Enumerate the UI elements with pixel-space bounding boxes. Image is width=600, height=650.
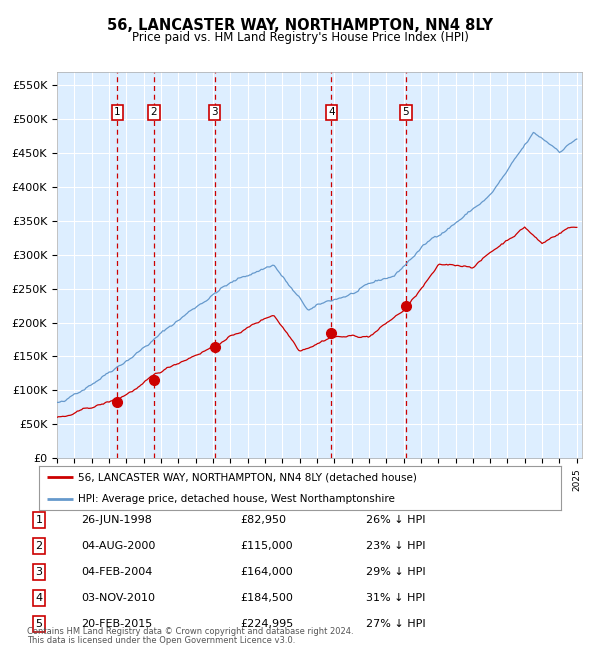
Text: 3: 3: [211, 107, 218, 117]
Text: 4: 4: [328, 107, 335, 117]
Text: £184,500: £184,500: [240, 593, 293, 603]
Text: 3: 3: [35, 567, 43, 577]
Text: 1: 1: [114, 107, 121, 117]
Text: 4: 4: [35, 593, 43, 603]
Text: 5: 5: [403, 107, 409, 117]
Text: £82,950: £82,950: [240, 515, 286, 525]
Text: 04-FEB-2004: 04-FEB-2004: [81, 567, 152, 577]
Text: Price paid vs. HM Land Registry's House Price Index (HPI): Price paid vs. HM Land Registry's House …: [131, 31, 469, 44]
Text: Contains HM Land Registry data © Crown copyright and database right 2024.: Contains HM Land Registry data © Crown c…: [27, 627, 353, 636]
Text: 20-FEB-2015: 20-FEB-2015: [81, 619, 152, 629]
Text: £224,995: £224,995: [240, 619, 293, 629]
Text: 56, LANCASTER WAY, NORTHAMPTON, NN4 8LY: 56, LANCASTER WAY, NORTHAMPTON, NN4 8LY: [107, 18, 493, 33]
Text: 23% ↓ HPI: 23% ↓ HPI: [366, 541, 425, 551]
Text: 2: 2: [151, 107, 157, 117]
Text: This data is licensed under the Open Government Licence v3.0.: This data is licensed under the Open Gov…: [27, 636, 295, 645]
Text: 26-JUN-1998: 26-JUN-1998: [81, 515, 152, 525]
Text: 31% ↓ HPI: 31% ↓ HPI: [366, 593, 425, 603]
Text: 2: 2: [35, 541, 43, 551]
Text: HPI: Average price, detached house, West Northamptonshire: HPI: Average price, detached house, West…: [78, 494, 395, 504]
Text: 5: 5: [35, 619, 43, 629]
Text: £164,000: £164,000: [240, 567, 293, 577]
Text: 29% ↓ HPI: 29% ↓ HPI: [366, 567, 425, 577]
Text: 04-AUG-2000: 04-AUG-2000: [81, 541, 155, 551]
Text: 1: 1: [35, 515, 43, 525]
Text: £115,000: £115,000: [240, 541, 293, 551]
Text: 26% ↓ HPI: 26% ↓ HPI: [366, 515, 425, 525]
Text: 27% ↓ HPI: 27% ↓ HPI: [366, 619, 425, 629]
Text: 56, LANCASTER WAY, NORTHAMPTON, NN4 8LY (detached house): 56, LANCASTER WAY, NORTHAMPTON, NN4 8LY …: [78, 472, 417, 482]
Text: 03-NOV-2010: 03-NOV-2010: [81, 593, 155, 603]
